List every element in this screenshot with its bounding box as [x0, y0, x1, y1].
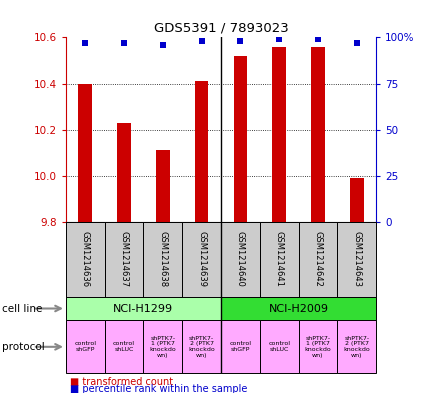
Bar — [311, 46, 325, 222]
Point — [276, 36, 283, 42]
Bar — [156, 151, 170, 222]
Bar — [260, 320, 298, 373]
Bar — [105, 222, 143, 297]
Text: GSM1214643: GSM1214643 — [352, 231, 361, 287]
Text: control
shGFP: control shGFP — [230, 342, 252, 352]
Bar — [79, 83, 92, 222]
Bar — [221, 297, 376, 320]
Bar — [66, 297, 221, 320]
Bar — [182, 320, 221, 373]
Text: GSM1214641: GSM1214641 — [275, 231, 283, 287]
Bar — [337, 320, 376, 373]
Point — [159, 42, 166, 48]
Bar — [298, 320, 337, 373]
Title: GDS5391 / 7893023: GDS5391 / 7893023 — [153, 22, 289, 35]
Text: GSM1214640: GSM1214640 — [236, 231, 245, 287]
Bar — [117, 123, 131, 222]
Bar — [350, 178, 363, 222]
Text: GSM1214639: GSM1214639 — [197, 231, 206, 287]
Point — [82, 40, 89, 46]
Bar — [234, 56, 247, 222]
Text: cell line: cell line — [2, 303, 42, 314]
Bar — [182, 222, 221, 297]
Bar — [260, 222, 298, 297]
Text: GSM1214636: GSM1214636 — [81, 231, 90, 287]
Text: control
shLUC: control shLUC — [113, 342, 135, 352]
Text: control
shGFP: control shGFP — [74, 342, 96, 352]
Bar — [221, 320, 260, 373]
Text: shPTK7-
2 (PTK7
knockdo
wn): shPTK7- 2 (PTK7 knockdo wn) — [343, 336, 370, 358]
Text: ■ transformed count: ■ transformed count — [70, 377, 173, 387]
Bar — [221, 222, 260, 297]
Text: shPTK7-
1 (PTK7
knockdo
wn): shPTK7- 1 (PTK7 knockdo wn) — [305, 336, 332, 358]
Bar — [272, 46, 286, 222]
Bar — [143, 320, 182, 373]
Bar — [195, 81, 208, 222]
Text: GSM1214637: GSM1214637 — [119, 231, 128, 287]
Point — [314, 36, 321, 42]
Text: protocol: protocol — [2, 342, 45, 352]
Bar — [66, 320, 105, 373]
Bar — [66, 222, 105, 297]
Text: shPTK7-
2 (PTK7
knockdo
wn): shPTK7- 2 (PTK7 knockdo wn) — [188, 336, 215, 358]
Point — [237, 38, 244, 44]
Point — [198, 38, 205, 44]
Point — [121, 40, 128, 46]
Text: shPTK7-
1 (PTK7
knockdo
wn): shPTK7- 1 (PTK7 knockdo wn) — [150, 336, 176, 358]
Text: NCI-H2009: NCI-H2009 — [269, 303, 329, 314]
Bar — [143, 222, 182, 297]
Text: ■ percentile rank within the sample: ■ percentile rank within the sample — [70, 384, 247, 393]
Text: control
shLUC: control shLUC — [268, 342, 290, 352]
Text: GSM1214642: GSM1214642 — [314, 231, 323, 287]
Text: NCI-H1299: NCI-H1299 — [113, 303, 173, 314]
Bar — [105, 320, 143, 373]
Bar — [337, 222, 376, 297]
Bar — [298, 222, 337, 297]
Point — [353, 40, 360, 46]
Text: GSM1214638: GSM1214638 — [159, 231, 167, 287]
